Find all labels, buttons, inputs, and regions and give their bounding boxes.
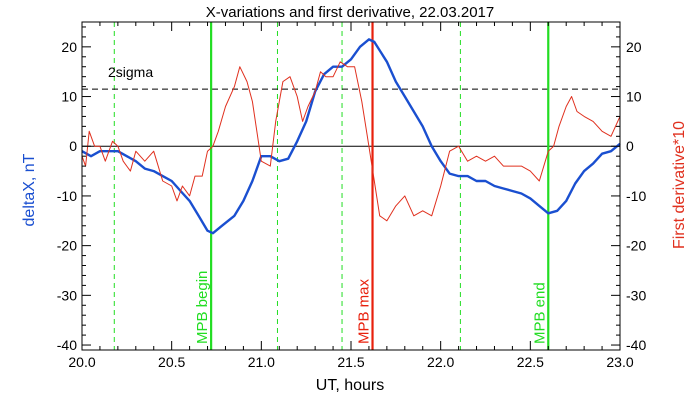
- y-tick-label-left: 20: [61, 39, 77, 55]
- y-tick-label-right: -30: [626, 287, 646, 303]
- y-tick-label-right: -10: [626, 188, 646, 204]
- series-deltax-line: [81, 38, 621, 235]
- y-tick-label-left: 10: [61, 89, 77, 105]
- y-tick-label-left: -40: [57, 337, 77, 353]
- y-tick-label-left: -30: [57, 287, 77, 303]
- y-tick-label-right: 10: [626, 89, 642, 105]
- y-tick-label-right: 20: [626, 39, 642, 55]
- chart-title: X-variations and first derivative, 22.03…: [206, 4, 495, 21]
- y-tick-label-left: 0: [69, 138, 77, 154]
- x-tick-label: 22.0: [427, 354, 454, 370]
- y-tick-label-left: -10: [57, 188, 77, 204]
- y-tick-label-left: -20: [57, 238, 77, 254]
- y-tick-label-right: -20: [626, 238, 646, 254]
- series-derivative-line: [81, 61, 621, 222]
- x-tick-label: 22.5: [517, 354, 544, 370]
- x-axis-label: UT, hours: [316, 377, 384, 394]
- x-tick-label: 20.0: [68, 354, 95, 370]
- x-tick-label: 23.0: [606, 354, 633, 370]
- mpb-marker-label: MPB begin: [194, 271, 211, 344]
- mpb-marker-label: MPB max: [356, 278, 373, 344]
- y-tick-label-right: 0: [626, 138, 634, 154]
- mpb-marker-label: MPB end: [531, 282, 548, 344]
- y-axis-right-label: First derivative*10: [671, 121, 688, 249]
- y-tick-label-right: -40: [626, 337, 646, 353]
- x-tick-label: 20.5: [158, 354, 185, 370]
- y-axis-left-label: deltaX, nT: [21, 153, 38, 226]
- x-tick-label: 21.0: [248, 354, 275, 370]
- x-tick-label: 21.5: [337, 354, 364, 370]
- threshold-label: 2sigma: [108, 64, 153, 80]
